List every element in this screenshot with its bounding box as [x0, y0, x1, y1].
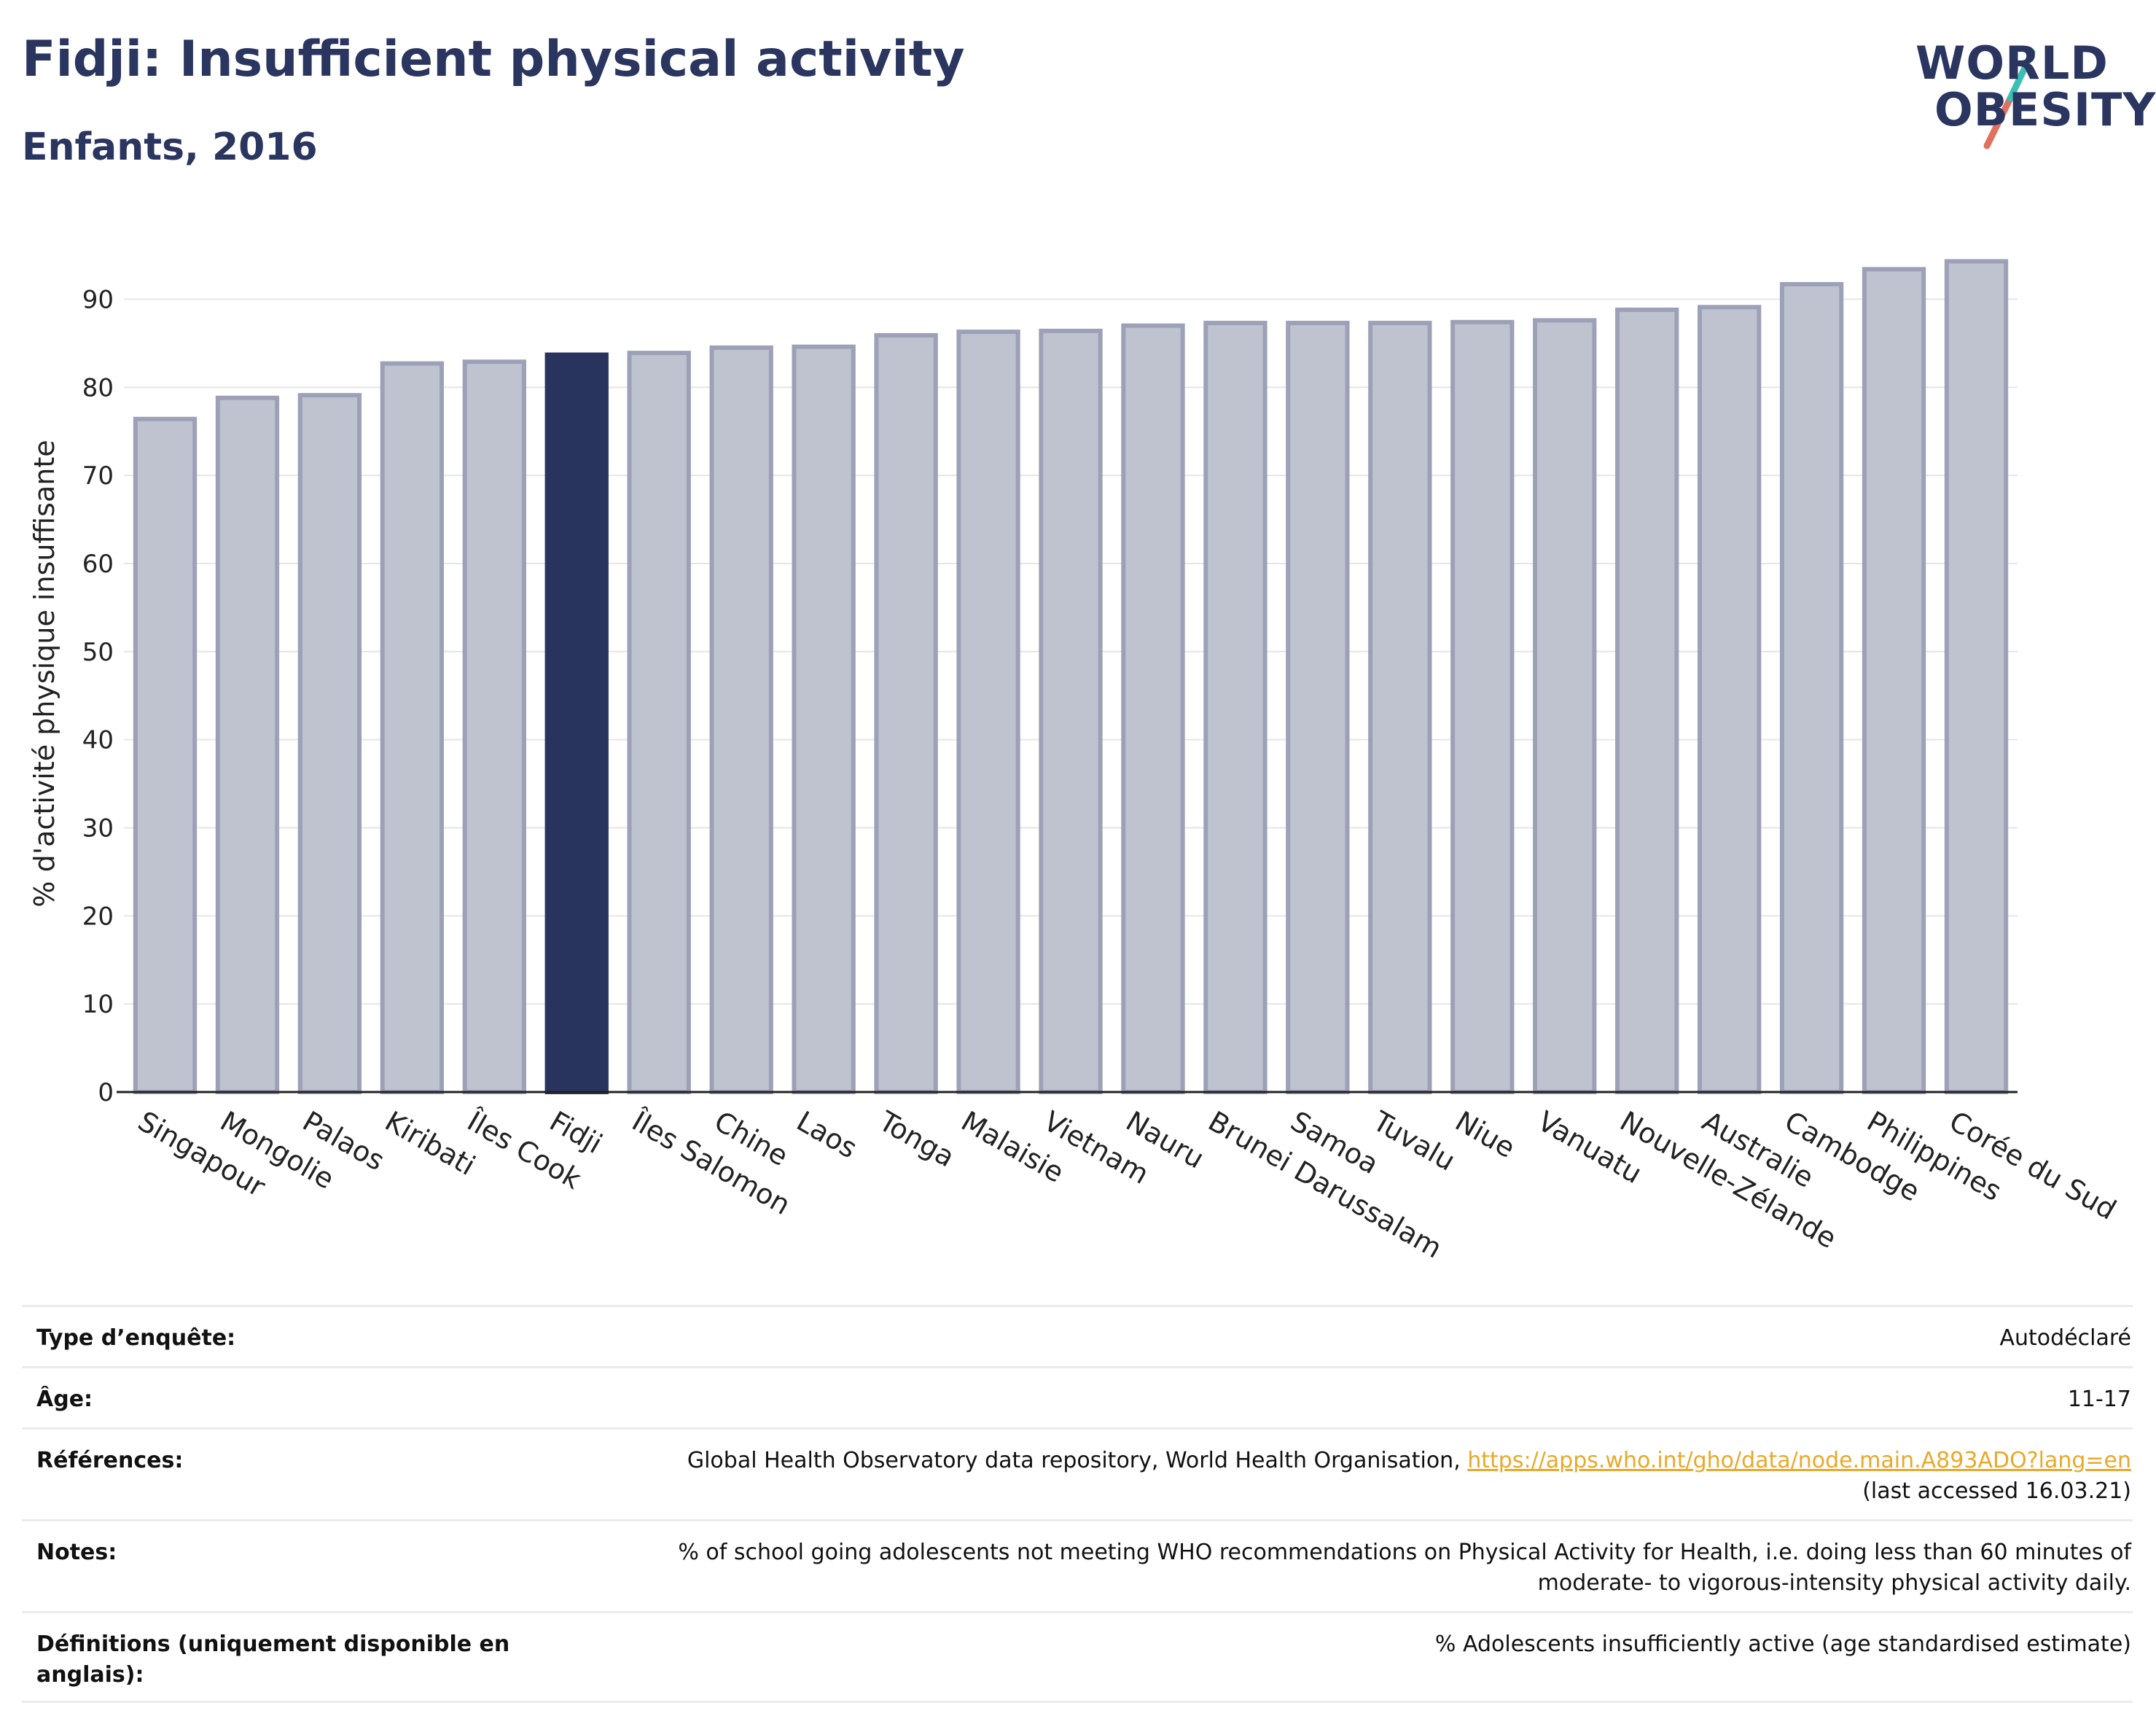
x-tick-label: Laos [792, 1105, 863, 1165]
y-tick-label: 0 [98, 1078, 114, 1107]
page-subtitle: Enfants, 2016 [22, 125, 318, 169]
y-tick-label: 80 [82, 373, 114, 402]
x-tick-label: Niue [1450, 1105, 1520, 1164]
definitions-row: Définitions (uniquement disponible en an… [22, 1611, 2133, 1703]
bar [1121, 323, 1185, 1094]
logo-slash-icon [1983, 49, 2036, 149]
bar [709, 345, 773, 1094]
y-axis-label: % d'activité physique insuffisante [28, 440, 60, 907]
references-link[interactable]: https://apps.who.int/gho/data/node.main.… [1467, 1448, 2131, 1473]
y-tick-label: 40 [82, 726, 114, 755]
bar [874, 332, 938, 1094]
world-obesity-logo: WORLD OBESITY [1908, 29, 2155, 153]
survey-type-label: Type d’enquête: [36, 1325, 236, 1351]
y-tick-label: 20 [82, 902, 114, 931]
x-tick-label: Tonga [873, 1104, 960, 1173]
bar [627, 351, 691, 1094]
bar [1862, 267, 1926, 1095]
y-tick-label: 50 [82, 638, 114, 667]
page-title: Fidji: Insufficient physical activity [22, 31, 965, 88]
age-row: Âge: 11-17 [22, 1366, 2133, 1427]
x-tick-label: Tuvalu [1367, 1104, 1460, 1177]
bar [1286, 321, 1350, 1094]
age-value: 11-17 [2067, 1387, 2131, 1412]
info-table: Type d’enquête: Autodéclaré Âge: 11-17 R… [22, 1305, 2133, 1703]
bar [1368, 321, 1432, 1094]
bar [462, 359, 526, 1095]
notes-line-2: moderate- to vigorous-intensity physical… [1537, 1570, 2131, 1596]
logo-word-obesity: OBESITY [1934, 83, 2156, 136]
survey-type-row: Type d’enquête: Autodéclaré [22, 1305, 2133, 1366]
bar-highlight [544, 352, 609, 1094]
references-text: Global Health Observatory data repositor… [687, 1448, 1468, 1473]
bar [1944, 259, 2009, 1094]
bar [792, 344, 856, 1095]
bar [1615, 307, 1679, 1094]
x-tick-label: Kiribati [380, 1105, 481, 1182]
bar [956, 330, 1020, 1094]
survey-type-value: Autodéclaré [1999, 1325, 2132, 1351]
age-label: Âge: [36, 1387, 93, 1412]
y-tick-label: 30 [82, 814, 114, 843]
bar [133, 416, 198, 1095]
definitions-label: Définitions (uniquement disponible en an… [36, 1631, 510, 1688]
bar [1697, 305, 1762, 1094]
bar [1450, 319, 1515, 1095]
references-row: Références: Global Health Observatory da… [22, 1427, 2133, 1519]
definitions-value: % Adolescents insufficiently active (age… [1434, 1631, 2131, 1657]
bar [215, 395, 280, 1094]
bar [1533, 318, 1597, 1094]
references-accessed: (last accessed 16.03.21) [1862, 1478, 2131, 1504]
notes-label: Notes: [36, 1540, 117, 1565]
bar [1039, 328, 1103, 1095]
references-label: Références: [36, 1448, 184, 1473]
bar [1203, 321, 1268, 1094]
y-tick-label: 70 [82, 461, 114, 491]
bar-chart: 0 10 20 30 40 50 60 70 80 90 % d'activité physique… [28, 259, 2122, 1265]
y-tick-label: 60 [82, 550, 114, 579]
notes-value: % of school going adolescents not meetin… [678, 1537, 2131, 1599]
notes-line-1: % of school going adolescents not meetin… [678, 1540, 2131, 1565]
bar [380, 361, 445, 1094]
y-tick-label: 90 [82, 285, 114, 314]
bar [297, 393, 362, 1094]
notes-row: Notes: % of school going adolescents not… [22, 1519, 2133, 1611]
references-value: Global Health Observatory data repositor… [687, 1446, 2131, 1507]
y-tick-label: 10 [82, 990, 114, 1019]
logo-word-world: WORLD [1915, 36, 2109, 90]
bar [1779, 281, 1844, 1094]
